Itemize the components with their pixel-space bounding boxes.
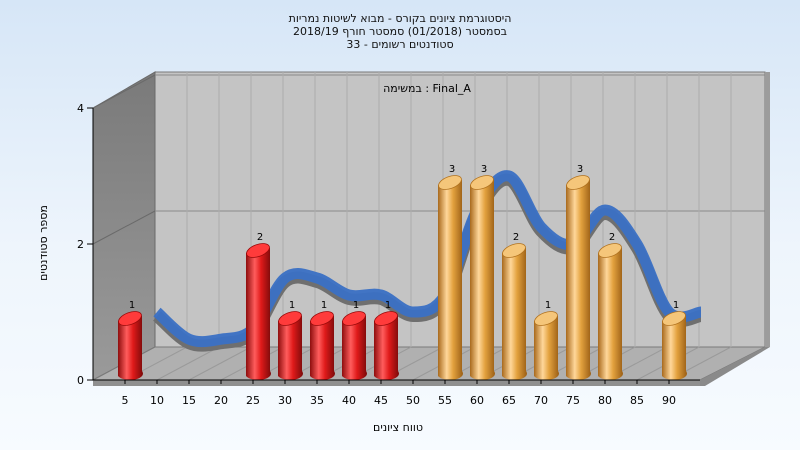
x-tick-label: 10 [150, 394, 164, 407]
title-line-3: סטודנטים רשומים - 33 [346, 38, 454, 51]
bar: 1 [118, 300, 143, 380]
bar-top [502, 243, 526, 258]
x-tick-label: 80 [598, 394, 612, 407]
bar-top [118, 311, 142, 326]
bar: 1 [342, 300, 368, 380]
bar-value-label: 1 [289, 300, 295, 311]
floor-front-edge [93, 380, 700, 386]
bar-body [470, 180, 496, 380]
bar-body [438, 180, 463, 380]
x-tick-label: 20 [214, 394, 228, 407]
bar-value-label: 2 [609, 232, 615, 243]
x-tick-label: 85 [630, 394, 644, 407]
x-tick-label: 35 [310, 394, 324, 407]
bar-body [502, 248, 527, 380]
bars: 1 2 1 1 1 1 3 3 2 1 3 2 1 [118, 164, 688, 380]
bar-top [310, 311, 334, 326]
chart-subtitle: במשימה : Final_A [383, 82, 471, 95]
bar-top [342, 311, 366, 326]
bar-top [598, 243, 622, 258]
title-line-1: היסטוגרמת ציונים בקורס - מבוא לשיטות נמר… [288, 12, 512, 25]
right-edge [765, 72, 770, 347]
bar-body [246, 248, 271, 380]
bar-value-label: 1 [385, 300, 391, 311]
bar-value-label: 1 [129, 300, 135, 311]
x-tick-label: 25 [246, 394, 260, 407]
bar-value-label: 3 [577, 164, 583, 175]
bar-body [374, 316, 399, 380]
gridline-side [92, 210, 156, 245]
bar-body [662, 316, 688, 380]
x-tick-label: 5 [122, 394, 129, 407]
bar-body [278, 316, 304, 380]
bar-body [566, 180, 591, 380]
bar-body [534, 316, 559, 380]
bar-body [342, 316, 368, 380]
bar-top [278, 311, 302, 326]
bar-value-label: 3 [481, 164, 487, 175]
x-tick-label: 70 [534, 394, 548, 407]
bar-body [310, 316, 335, 380]
bar-top [438, 175, 462, 190]
bar: 1 [310, 300, 335, 380]
x-axis-title: טווח ציונים [373, 421, 423, 434]
bar-value-label: 1 [673, 300, 679, 311]
bar: 1 [374, 300, 399, 380]
bar: 3 [438, 164, 463, 380]
bar-value-label: 1 [545, 300, 551, 311]
y-axis-title: מספר סטודנטים [37, 205, 50, 281]
bar-body [118, 316, 143, 380]
bar: 1 [662, 300, 688, 380]
x-tick-label: 15 [182, 394, 196, 407]
bar-top [470, 175, 494, 190]
bar-value-label: 1 [321, 300, 327, 311]
bar-top [662, 311, 686, 326]
x-tick-label: 60 [470, 394, 484, 407]
y-tick-label: 4 [77, 102, 84, 115]
bar-top [534, 311, 558, 326]
right-floor-edge [700, 347, 770, 386]
bar: 3 [470, 164, 496, 380]
x-tick-label: 45 [374, 394, 388, 407]
gridline-side [92, 74, 156, 109]
bar: 1 [534, 300, 559, 380]
floor-divider [188, 346, 252, 381]
bar-top [374, 311, 398, 326]
x-tick-label: 30 [278, 394, 292, 407]
bar-top [566, 175, 590, 190]
y-tick-label: 0 [77, 374, 84, 387]
bar: 1 [278, 300, 304, 380]
bar: 3 [566, 164, 591, 380]
bar-value-label: 1 [353, 300, 359, 311]
bar-value-label: 2 [513, 232, 519, 243]
x-tick-label: 50 [406, 394, 420, 407]
x-tick-label: 40 [342, 394, 356, 407]
bar-value-label: 3 [449, 164, 455, 175]
bar: 2 [246, 232, 271, 380]
x-tick-label: 65 [502, 394, 516, 407]
y-tick-label: 2 [77, 238, 84, 251]
x-tick-label: 55 [438, 394, 452, 407]
x-tick-label: 90 [662, 394, 676, 407]
bar-body [598, 248, 623, 380]
bar: 2 [502, 232, 527, 380]
bar: 2 [598, 232, 623, 380]
bar-top [246, 243, 270, 258]
bar-value-label: 2 [257, 232, 263, 243]
floor-divider [156, 346, 220, 381]
title-line-2: בסמסטר (01/2018) סמסטר חורף 2018/19 [293, 25, 507, 38]
x-tick-label: 75 [566, 394, 580, 407]
